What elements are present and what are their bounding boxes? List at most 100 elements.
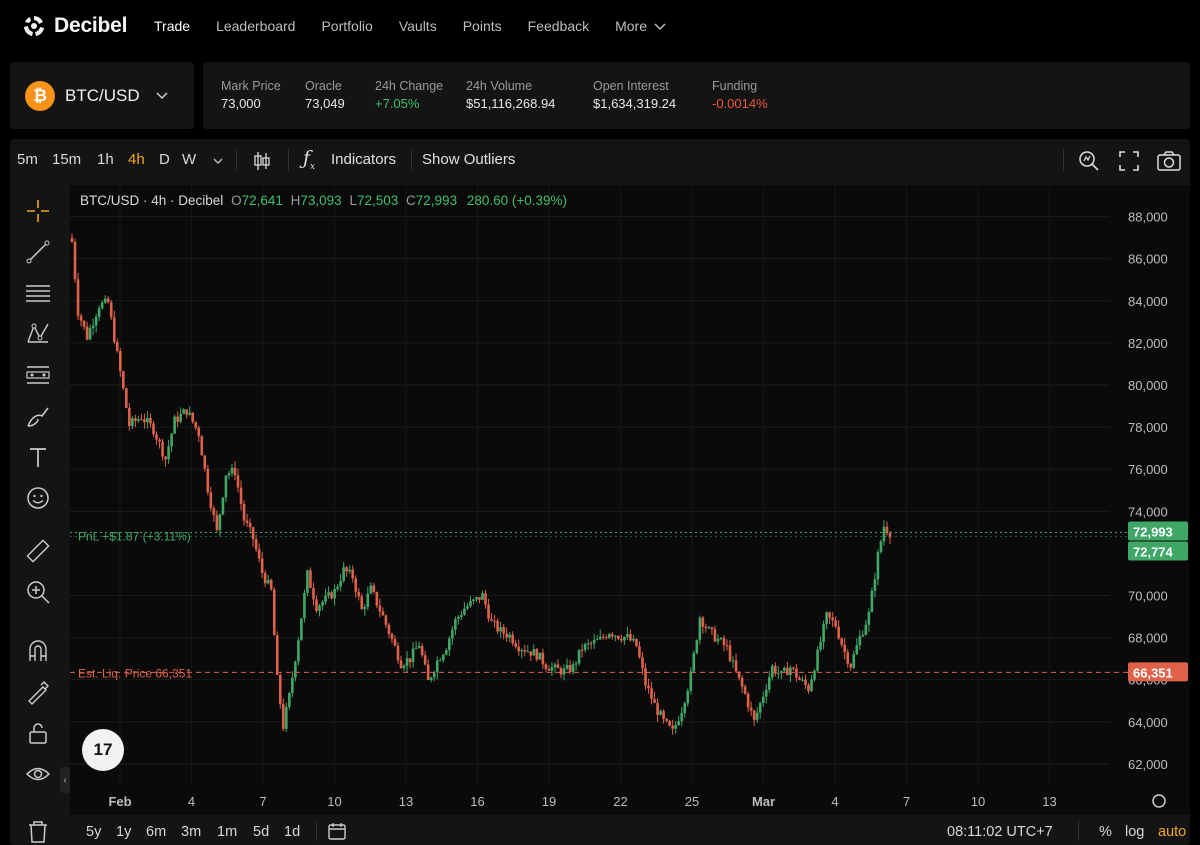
candle-body — [321, 601, 324, 606]
range-3m[interactable]: 3m — [181, 824, 202, 840]
horizontal-lines-icon[interactable] — [24, 279, 52, 307]
nav-portfolio[interactable]: Portfolio — [321, 18, 373, 34]
timeframe-1h[interactable]: 1h — [97, 151, 114, 168]
settings-gear-icon[interactable] — [1152, 794, 1166, 808]
timeframe-4h[interactable]: 4h — [128, 151, 145, 168]
candle-body — [538, 652, 542, 660]
candle-body — [592, 639, 596, 644]
x-tick-label: 4 — [188, 794, 195, 809]
candle-body — [303, 592, 306, 619]
crosshair-icon[interactable] — [24, 197, 52, 225]
candle-body — [798, 677, 801, 680]
candle-body — [632, 638, 635, 641]
eye-icon[interactable] — [24, 760, 52, 788]
x-tick-label: 22 — [613, 794, 627, 809]
candle-body — [541, 652, 545, 665]
nav-points[interactable]: Points — [462, 18, 502, 34]
collapse-toolbar-handle[interactable]: ‹ — [60, 767, 70, 793]
text-icon[interactable] — [24, 443, 52, 471]
market-symbol: BTC/USD — [65, 85, 140, 105]
candle-body — [333, 588, 336, 599]
stat-value: 73,049 — [305, 96, 345, 111]
timeframe-5m[interactable]: 5m — [17, 151, 38, 168]
decibel-logo[interactable]: Decibel — [22, 14, 128, 38]
brush-icon[interactable] — [24, 402, 52, 430]
candle-body — [218, 514, 222, 531]
chart-clock: 08:11:02 UTC+7 — [947, 824, 1053, 840]
candle-body — [650, 688, 653, 700]
trend-line-icon[interactable] — [24, 238, 52, 266]
forecast-icon[interactable] — [24, 361, 52, 389]
indicators-button[interactable]: Indicators — [331, 151, 397, 168]
candle-body — [737, 671, 741, 678]
candle-body — [719, 638, 723, 640]
candle-body — [671, 725, 674, 729]
fullscreen-icon[interactable] — [1118, 150, 1140, 172]
candle-body — [481, 593, 484, 600]
candle-body — [532, 649, 536, 656]
range-1d[interactable]: 1d — [284, 824, 301, 840]
candle-body — [146, 417, 149, 423]
candle-body — [369, 585, 373, 594]
auto-toggle[interactable]: auto — [1158, 824, 1187, 840]
percent-toggle[interactable]: % — [1099, 824, 1112, 840]
price-chart[interactable]: 88,000 86,000 84,000 82,000 80,000 78,000 76,0… — [70, 185, 1190, 815]
magnet-icon[interactable] — [24, 637, 52, 665]
candle-body — [306, 570, 309, 593]
range-5y[interactable]: 5y — [86, 824, 102, 840]
nav-leaderboard[interactable]: Leaderboard — [216, 18, 296, 34]
range-1m[interactable]: 1m — [217, 824, 238, 840]
candle-body — [233, 467, 237, 476]
range-5d[interactable]: 5d — [253, 824, 270, 840]
candle-body — [713, 629, 717, 642]
nav-feedback[interactable]: Feedback — [527, 18, 590, 34]
range-6m[interactable]: 6m — [146, 824, 167, 840]
candle-body — [761, 696, 765, 703]
pattern-icon[interactable] — [24, 320, 52, 348]
candle-body — [514, 643, 518, 647]
x-tick-label: 4 — [831, 794, 838, 809]
calendar-icon[interactable] — [327, 821, 347, 841]
candle-body — [396, 645, 400, 661]
stat-label: Funding — [712, 79, 758, 93]
candle-body — [659, 711, 662, 715]
emoji-icon[interactable] — [24, 484, 52, 512]
nav-trade[interactable]: Trade — [154, 18, 191, 34]
candle-body — [674, 724, 677, 729]
candle-body — [327, 592, 330, 596]
ruler-icon[interactable] — [24, 537, 52, 565]
candle-body — [173, 416, 176, 434]
log-toggle[interactable]: log — [1125, 824, 1145, 840]
chevron-down-icon — [654, 23, 666, 31]
timeframe-15m[interactable]: 15m — [52, 151, 82, 168]
candle-body — [408, 658, 412, 663]
zoom-in-icon[interactable] — [24, 578, 52, 606]
nav-vaults[interactable]: Vaults — [398, 18, 437, 34]
market-selector[interactable]: ₿ BTC/USD — [10, 62, 194, 129]
nav-more[interactable]: More — [615, 18, 667, 34]
candle-body — [828, 612, 831, 618]
indicators-fx-icon[interactable]: ƒx — [303, 147, 316, 172]
chevron-down-icon[interactable] — [212, 157, 224, 165]
show-outliers-button[interactable]: Show Outliers — [422, 151, 516, 168]
unlock-icon[interactable] — [24, 719, 52, 747]
candle-body — [644, 668, 647, 686]
candlestick-icon[interactable] — [252, 150, 272, 172]
range-1y[interactable]: 1y — [116, 824, 132, 840]
candle-body — [665, 718, 668, 721]
candle-body — [758, 702, 762, 713]
candle-body — [164, 456, 167, 460]
stat-value: $1,634,319.24 — [593, 96, 677, 111]
draw-lock-icon[interactable] — [24, 678, 52, 706]
timeframe-d[interactable]: D — [159, 151, 170, 168]
trash-icon[interactable] — [24, 817, 52, 845]
legend-close: 72,993 — [415, 193, 458, 208]
candle-body — [460, 614, 463, 617]
candle-body — [82, 320, 86, 327]
tradingview-logo[interactable]: 17 — [82, 729, 124, 771]
timeframe-w[interactable]: W — [182, 151, 197, 168]
top-nav: Decibel Trade Leaderboard Portfolio Vaul… — [0, 0, 1200, 54]
quick-search-icon[interactable] — [1077, 149, 1101, 173]
candle-body — [855, 645, 859, 655]
camera-icon[interactable] — [1156, 150, 1182, 172]
